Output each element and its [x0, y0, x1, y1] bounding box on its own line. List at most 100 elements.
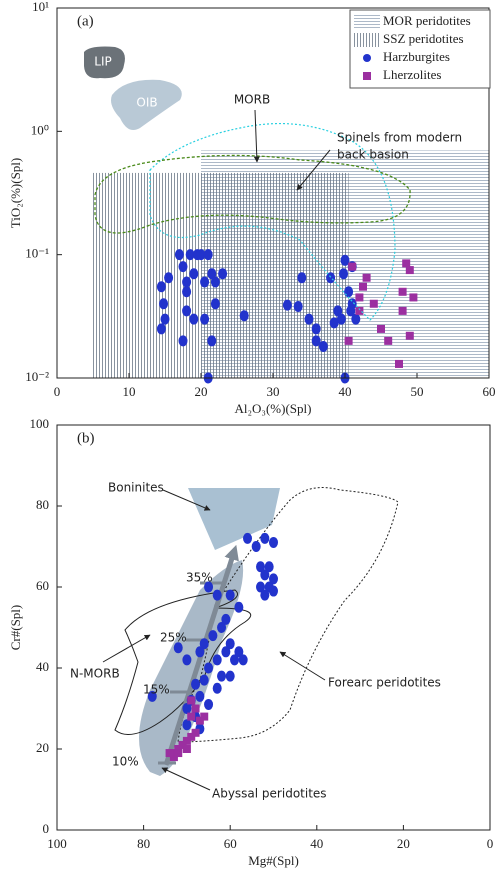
point	[195, 646, 205, 658]
melting-arrow	[163, 544, 239, 766]
point	[182, 305, 192, 317]
annotation: OIB	[136, 96, 157, 110]
point	[348, 262, 357, 271]
point	[269, 573, 278, 585]
point	[182, 286, 192, 298]
y-tick-label: 10⁰	[31, 122, 49, 137]
point	[333, 305, 343, 317]
arrow	[102, 634, 151, 663]
point	[346, 305, 356, 317]
point	[398, 306, 407, 315]
point	[402, 259, 411, 268]
point	[318, 341, 328, 353]
point	[225, 638, 235, 650]
legend-swatch	[354, 33, 380, 47]
point	[311, 335, 321, 347]
point	[251, 541, 261, 552]
point	[260, 589, 270, 601]
arrow	[162, 489, 211, 511]
point	[260, 532, 270, 544]
y-axis-label: Cr#(Spl)	[8, 605, 23, 651]
point	[311, 323, 321, 335]
point	[182, 703, 192, 714]
annotation: LIP	[94, 55, 111, 69]
y-tick-label: 20	[36, 740, 49, 755]
x-axis-label: Al₂O₃(%)(Spl)	[235, 401, 312, 416]
point	[256, 561, 266, 573]
x-tick-label: 30	[267, 384, 280, 399]
point	[207, 335, 217, 347]
point	[204, 581, 214, 593]
annotation: Boninites	[108, 481, 164, 495]
point	[405, 331, 414, 340]
point	[239, 310, 249, 322]
point	[212, 654, 222, 666]
annotation: 35%	[186, 571, 213, 585]
point	[204, 698, 214, 710]
point	[225, 589, 235, 601]
point	[234, 646, 244, 658]
point	[173, 642, 183, 654]
boninite-field	[188, 488, 280, 550]
point	[195, 690, 205, 702]
point	[159, 298, 169, 310]
point	[169, 749, 178, 758]
point	[293, 300, 303, 312]
x-tick-label: 100	[47, 836, 67, 851]
point	[225, 670, 235, 682]
legend-label: Harzburgites	[383, 49, 450, 64]
point	[243, 532, 253, 544]
x-tick-label: 20	[195, 384, 208, 399]
point	[187, 732, 196, 741]
point	[189, 313, 199, 325]
y-tick-label: 0	[43, 821, 50, 836]
point	[196, 249, 206, 261]
point	[282, 299, 292, 311]
point	[156, 323, 166, 335]
x-tick-label: 60	[483, 384, 496, 399]
point	[395, 359, 403, 368]
x-tick-label: 80	[137, 836, 150, 851]
point	[203, 249, 213, 261]
panel-label: (b)	[77, 430, 95, 446]
y-tick-label: 100	[30, 416, 50, 431]
point	[210, 298, 220, 310]
y-tick-label: 80	[36, 497, 49, 512]
point	[269, 585, 278, 597]
arrow	[296, 149, 331, 191]
annotation: 10%	[112, 755, 139, 769]
point	[355, 293, 364, 302]
point	[169, 753, 178, 762]
legend-swatch	[363, 54, 371, 62]
point	[164, 272, 174, 284]
annotation: Abyssal peridotites	[212, 787, 327, 801]
point	[200, 313, 210, 325]
point	[160, 313, 170, 325]
lip-field	[84, 46, 125, 79]
point	[182, 719, 192, 731]
panel-a	[93, 150, 489, 384]
point	[359, 282, 367, 291]
point	[355, 306, 364, 315]
spinel-field	[94, 154, 411, 234]
point	[199, 674, 209, 686]
point	[212, 589, 222, 601]
point	[217, 622, 227, 633]
point	[405, 266, 414, 275]
x-tick-label: 10	[123, 384, 136, 399]
point	[212, 682, 222, 694]
point	[336, 313, 346, 325]
point	[218, 268, 228, 280]
annotation: N-MORB	[70, 667, 120, 681]
y-tick-label: 10⁻²	[25, 369, 49, 384]
y-tick-label: 40	[36, 659, 49, 674]
point	[344, 336, 353, 345]
point	[329, 317, 339, 329]
point	[384, 336, 393, 345]
point	[256, 581, 266, 593]
legend-label: SSZ peridotites	[383, 31, 464, 46]
point	[221, 613, 231, 625]
panel-label: (a)	[77, 13, 94, 29]
x-tick-label: 0	[54, 384, 61, 399]
